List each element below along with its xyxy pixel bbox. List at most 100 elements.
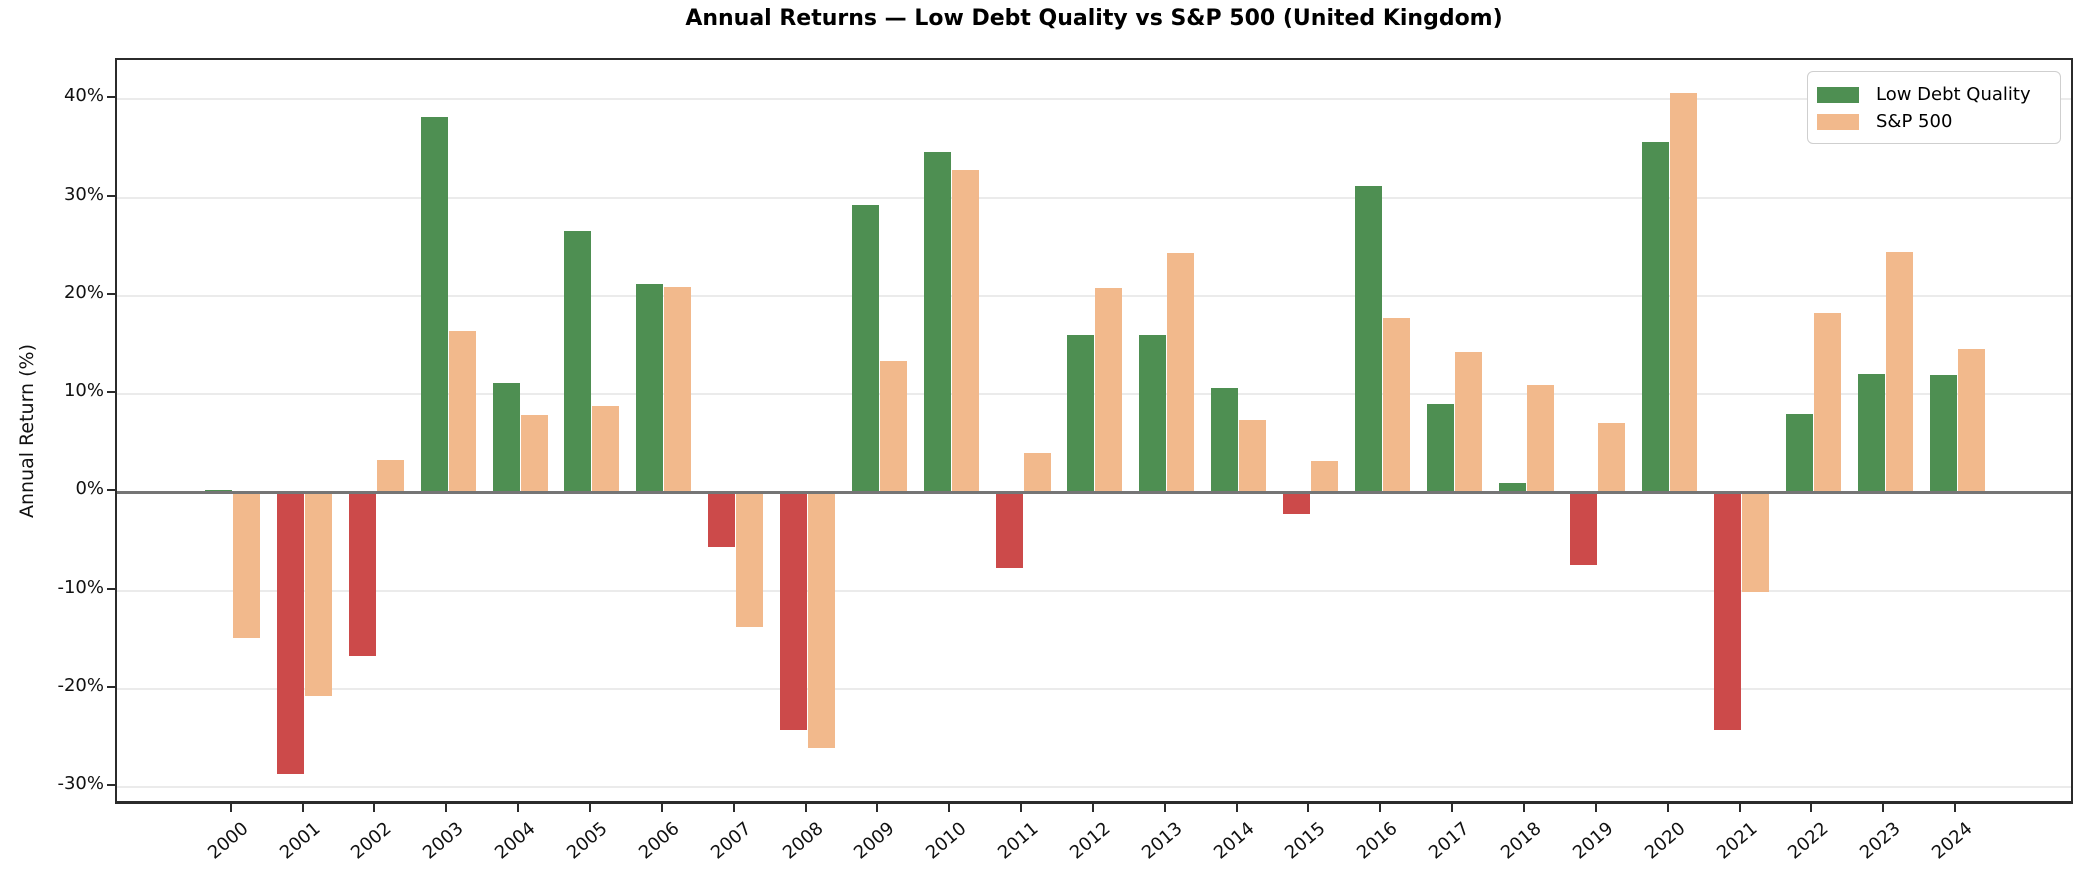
bar-s-p-500-2017 <box>1454 351 1482 493</box>
bar-s-p-500-2011 <box>1023 453 1051 493</box>
y-tick-mark <box>107 784 115 787</box>
gridline <box>117 589 2071 592</box>
x-tick-mark <box>1163 804 1166 812</box>
y-tick-label: 0% <box>75 478 104 500</box>
y-tick-mark <box>107 686 115 689</box>
gridline <box>117 196 2071 199</box>
legend-swatch-sp500 <box>1817 113 1859 130</box>
bar-s-p-500-2019 <box>1598 422 1626 493</box>
bar-s-p-500-2021 <box>1742 492 1770 592</box>
gridline <box>117 294 2071 297</box>
x-tick-label-2000: 2000 <box>203 818 253 864</box>
x-tick-mark <box>1451 804 1454 812</box>
bar-s-p-500-2022 <box>1813 312 1841 493</box>
x-tick-label-2023: 2023 <box>1856 818 1905 864</box>
bar-low-debt-quality-2014 <box>1211 388 1239 493</box>
x-tick-label-2006: 2006 <box>634 818 684 864</box>
x-tick-label-2019: 2019 <box>1568 818 1618 864</box>
bar-low-debt-quality-2016 <box>1354 185 1382 493</box>
bar-low-debt-quality-2015 <box>1282 492 1310 515</box>
y-tick-mark <box>107 587 115 590</box>
x-tick-label-2001: 2001 <box>275 818 325 864</box>
legend-item-low-debt-quality: Low Debt Quality <box>1817 82 2050 107</box>
bar-s-p-500-2014 <box>1239 419 1267 493</box>
x-tick-mark <box>588 804 591 812</box>
bar-s-p-500-2000 <box>233 492 261 638</box>
bar-low-debt-quality-2023 <box>1857 373 1885 493</box>
y-tick-mark <box>107 96 115 99</box>
bar-low-debt-quality-2010 <box>923 152 951 493</box>
legend-label: S&P 500 <box>1876 111 1953 132</box>
y-tick-mark <box>107 194 115 197</box>
y-tick-label: -20% <box>57 675 104 697</box>
y-tick-label: 20% <box>63 281 104 303</box>
bar-low-debt-quality-2022 <box>1785 413 1813 493</box>
x-tick-mark <box>804 804 807 812</box>
y-tick-mark <box>107 292 115 295</box>
x-tick-mark <box>1091 804 1094 812</box>
bar-low-debt-quality-2002 <box>348 492 376 656</box>
x-tick-mark <box>445 804 448 812</box>
bar-s-p-500-2001 <box>305 492 333 696</box>
x-tick-label-2024: 2024 <box>1927 818 1977 864</box>
bar-s-p-500-2013 <box>1167 252 1195 493</box>
x-tick-mark <box>876 804 879 812</box>
x-tick-label-2008: 2008 <box>778 818 827 864</box>
x-tick-label-2015: 2015 <box>1281 818 1330 864</box>
x-tick-mark <box>1379 804 1382 812</box>
x-tick-mark <box>301 804 304 812</box>
x-tick-label-2013: 2013 <box>1137 818 1187 864</box>
x-tick-label-2002: 2002 <box>347 818 396 864</box>
bar-low-debt-quality-2008 <box>780 492 807 731</box>
x-tick-mark <box>1523 804 1525 812</box>
x-tick-label-2003: 2003 <box>419 818 468 864</box>
zero-line <box>117 491 2071 495</box>
bar-low-debt-quality-2004 <box>492 383 520 493</box>
bar-low-debt-quality-2006 <box>636 284 664 493</box>
x-tick-label-2016: 2016 <box>1353 818 1402 864</box>
bar-s-p-500-2005 <box>592 405 620 493</box>
x-tick-label-2009: 2009 <box>850 818 899 864</box>
x-tick-label-2005: 2005 <box>562 818 612 864</box>
bar-low-debt-quality-2009 <box>851 205 879 493</box>
x-tick-label-2014: 2014 <box>1209 818 1259 864</box>
x-tick-label-2004: 2004 <box>490 818 540 864</box>
bar-low-debt-quality-2003 <box>420 117 448 493</box>
bar-s-p-500-2006 <box>664 287 692 493</box>
x-tick-label-2007: 2007 <box>706 818 756 864</box>
legend-item-sp500: S&P 500 <box>1817 109 2050 134</box>
x-tick-mark <box>517 804 520 812</box>
gridline <box>117 786 2071 789</box>
x-tick-label-2020: 2020 <box>1640 818 1690 864</box>
gridline <box>117 688 2071 691</box>
legend-label: Low Debt Quality <box>1876 84 2031 105</box>
x-tick-label-2021: 2021 <box>1712 818 1762 864</box>
x-tick-mark <box>1307 804 1310 812</box>
bar-s-p-500-2018 <box>1526 385 1554 493</box>
bar-s-p-500-2009 <box>879 360 907 493</box>
legend-swatch-low-debt-quality <box>1817 86 1859 103</box>
bar-low-debt-quality-2021 <box>1714 492 1742 731</box>
bar-s-p-500-2020 <box>1670 93 1698 493</box>
y-tick-label: -30% <box>57 773 104 795</box>
legend: Low Debt Quality S&P 500 <box>1807 71 2061 144</box>
bar-s-p-500-2024 <box>1957 348 1985 493</box>
x-tick-mark <box>948 804 951 812</box>
bar-low-debt-quality-2001 <box>277 492 305 774</box>
bar-low-debt-quality-2012 <box>1067 335 1095 493</box>
bar-s-p-500-2004 <box>520 414 548 493</box>
x-tick-label-2017: 2017 <box>1425 818 1474 864</box>
bar-s-p-500-2003 <box>448 331 476 493</box>
bar-low-debt-quality-2020 <box>1642 141 1670 493</box>
x-tick-label-2022: 2022 <box>1784 818 1833 864</box>
x-tick-mark <box>1954 804 1957 812</box>
bar-low-debt-quality-2007 <box>708 492 736 548</box>
x-tick-mark <box>1738 804 1741 812</box>
y-tick-label: 30% <box>63 183 104 205</box>
bar-s-p-500-2012 <box>1095 288 1123 493</box>
y-tick-label: -10% <box>57 576 104 598</box>
x-tick-label-2012: 2012 <box>1065 818 1115 864</box>
bar-low-debt-quality-2013 <box>1139 335 1167 493</box>
x-tick-label-2011: 2011 <box>993 818 1043 864</box>
